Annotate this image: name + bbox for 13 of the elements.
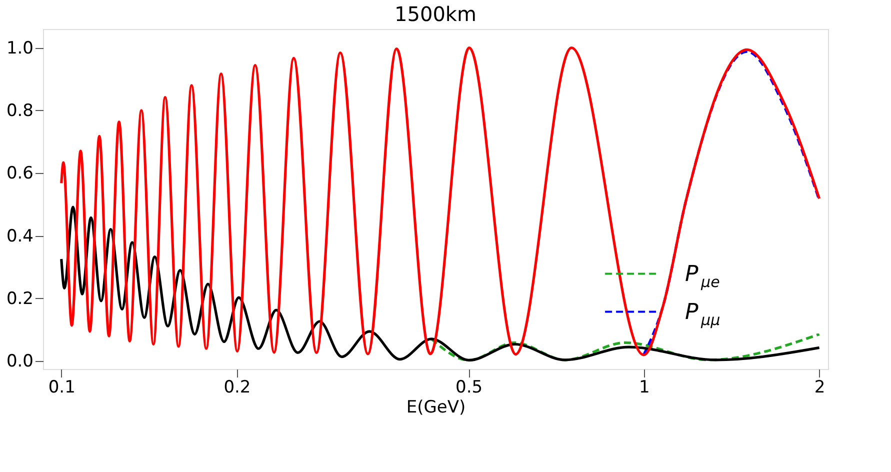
y-tick-label: 0.4 xyxy=(6,226,34,246)
x-tick-label: 0.2 xyxy=(224,378,251,398)
y-tick-label: 0.8 xyxy=(6,100,34,121)
x-tick-label: 0.5 xyxy=(456,378,483,398)
x-tick-label: 1 xyxy=(639,378,650,398)
y-tick-label: 0.0 xyxy=(6,352,34,372)
y-tick-label: 1.0 xyxy=(6,38,34,58)
x-axis-title: E(GeV) xyxy=(406,398,466,418)
y-tick-label: 0.2 xyxy=(6,288,34,309)
x-tick-label: 0.1 xyxy=(48,378,76,398)
x-tick-label: 2 xyxy=(814,378,826,398)
y-tick-label: 0.6 xyxy=(6,164,34,184)
chart-title: 1500km xyxy=(394,2,476,26)
